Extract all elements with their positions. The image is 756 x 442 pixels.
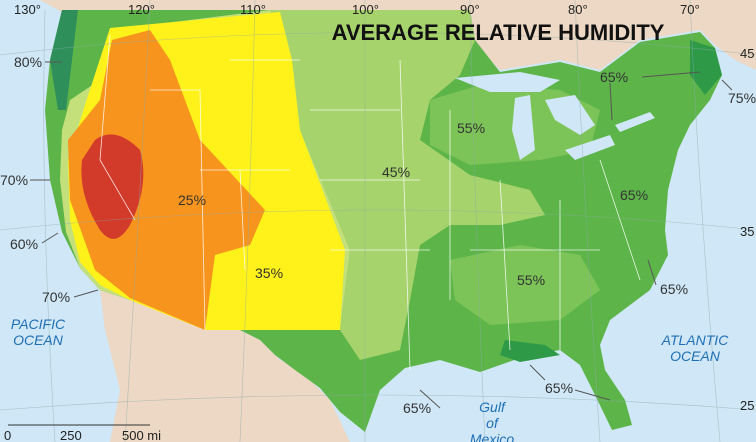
water-label-line: Gulf (479, 399, 507, 415)
contour-label: 65% (600, 69, 628, 85)
contour-label: 80% (14, 54, 42, 70)
title: AVERAGE RELATIVE HUMIDITY (332, 20, 665, 45)
longitude-label: 120° (128, 2, 155, 17)
humidity-zone-55-south (450, 245, 600, 325)
contour-label: 65% (660, 281, 688, 297)
contour-label: 60% (10, 236, 38, 252)
contour-label: 65% (545, 380, 573, 396)
scale-label: 500 mi (122, 428, 161, 442)
water-label-line: Mexico (470, 431, 515, 442)
scale-label: 0 (4, 428, 11, 442)
longitude-label: 130° (14, 2, 41, 17)
longitude-label: 110° (240, 2, 266, 17)
water-label-line: ATLANTIC (661, 332, 730, 348)
longitude-label: 80° (568, 2, 588, 17)
leader-lines (30, 61, 733, 409)
longitude-label: 70° (680, 2, 700, 17)
canada (40, 0, 756, 70)
contour-label: 55% (517, 272, 545, 288)
humidity-zone-25 (68, 30, 265, 330)
contour-label: 25% (178, 192, 206, 208)
mexico (100, 290, 350, 442)
latitude-label: 45 (740, 46, 754, 61)
great-lakes (455, 72, 655, 160)
contour-label: 70% (42, 289, 70, 305)
water-label-line: OCEAN (670, 348, 721, 364)
state-borders (99, 34, 641, 371)
water-label-line: of (486, 415, 500, 431)
water-label: Gulf of Mexico (470, 399, 515, 442)
water-label: PACIFIC OCEAN (11, 316, 66, 348)
contour-label: 65% (403, 400, 431, 416)
contour-label: 65% (620, 187, 648, 203)
humidity-zone-low (81, 134, 144, 239)
contour-label: 70% (0, 172, 28, 188)
longitude-label: 100° (352, 2, 379, 17)
contour-label: 75% (728, 90, 756, 106)
humidity-zone-75 (690, 40, 722, 95)
contour-label: 45% (382, 164, 410, 180)
humidity-zone-75-gulf (500, 340, 560, 362)
latitude-label: 25 (740, 398, 754, 413)
longitude-label: 90° (460, 2, 480, 17)
contour-label: 35% (255, 265, 283, 281)
contour-label: 55% (457, 120, 485, 136)
scale-label: 250 (60, 428, 82, 442)
water-label-line: OCEAN (13, 332, 64, 348)
water-label: ATLANTIC OCEAN (661, 332, 730, 364)
latitude-label: 35 (740, 224, 754, 239)
water-label-line: PACIFIC (11, 316, 66, 332)
humidity-zone-80 (50, 10, 78, 110)
humidity-zone-55 (270, 10, 545, 360)
